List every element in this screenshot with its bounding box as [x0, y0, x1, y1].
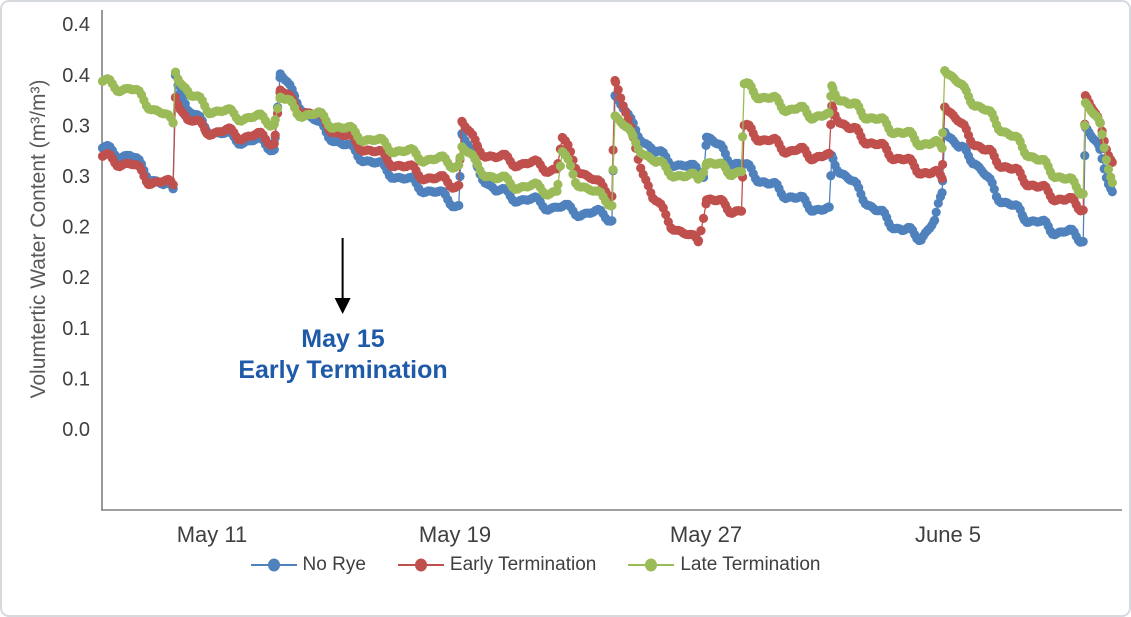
y-tick-label: 0.1 — [62, 368, 90, 390]
y-axis-title: Volumtertic Water Content (m³/m³) — [27, 79, 50, 399]
x-tick-label: May 11 — [177, 522, 248, 547]
early-termination-marker-icon — [397, 558, 444, 572]
series-markers-early-termination — [98, 75, 1117, 247]
x-tick-label: June 5 — [915, 522, 981, 547]
y-tick-label: 0.3 — [62, 166, 90, 188]
y-tick-label: 0.4 — [62, 65, 90, 87]
legend-label: No Rye — [302, 554, 366, 575]
no-rye-marker-icon — [250, 558, 297, 572]
x-tick-label: May 19 — [419, 522, 491, 547]
y-tick-label: 0.2 — [62, 217, 90, 239]
y-tick-label: 0.0 — [62, 419, 90, 441]
annotation-may15: May 15 Early Termination — [193, 324, 493, 386]
series-markers-late-termination — [98, 66, 1117, 211]
annotation-arrow-head-icon — [334, 298, 351, 314]
annotation-line1: May 15 — [301, 325, 385, 353]
y-tick-label: 0.2 — [62, 267, 90, 289]
late-termination-marker-icon — [628, 558, 675, 572]
legend-item-early-termination: Early Termination — [397, 554, 597, 576]
legend-label: Late Termination — [680, 554, 821, 575]
x-tick-label: May 27 — [670, 522, 742, 547]
legend-item-no-rye: No Rye — [250, 554, 366, 576]
y-tick-label: 0.1 — [62, 318, 90, 340]
legend: No Rye Early Termination Late Terminatio… — [2, 554, 1101, 576]
legend-item-late-termination: Late Termination — [628, 554, 820, 576]
legend-label: Early Termination — [449, 554, 597, 575]
annotation-line2: Early Termination — [238, 356, 448, 384]
y-tick-label: 0.4 — [62, 14, 90, 36]
y-tick-label: 0.3 — [62, 115, 90, 137]
